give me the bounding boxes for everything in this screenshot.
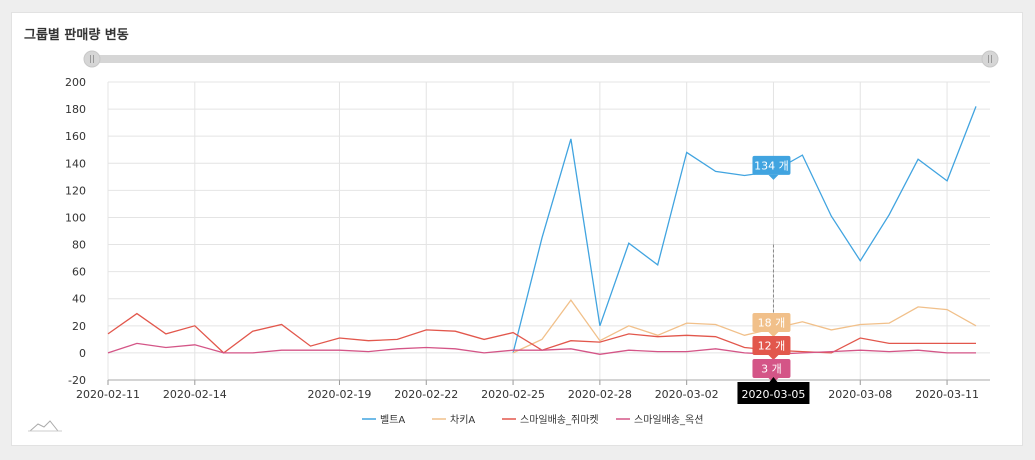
legend[interactable]: 벨트A 차키A 스마일배송_쥐마켓 스마일배송_옥션 xyxy=(362,414,703,426)
mini-chart-icon[interactable] xyxy=(28,420,62,432)
range-slider[interactable] xyxy=(83,50,999,68)
legend-item[interactable]: 벨트A xyxy=(362,414,405,426)
y-tick-label: 200 xyxy=(65,76,86,89)
y-tick-label: 60 xyxy=(72,266,86,279)
legend-label: 스마일배송_옥션 xyxy=(634,414,703,426)
hover-tooltip: 18 개 xyxy=(752,313,791,338)
x-tick-label: 2020-03-08 xyxy=(828,388,892,401)
hover-tooltip-label: 134 개 xyxy=(754,159,789,172)
y-tick-label: 140 xyxy=(65,157,86,170)
series-line xyxy=(512,106,977,354)
x-tick-label: 2020-02-11 xyxy=(76,388,140,401)
x-tick-label: 2020-03-11 xyxy=(915,388,979,401)
legend-item[interactable]: 차키A xyxy=(432,414,475,426)
panel-title: 그룹별 판매량 변동 xyxy=(24,28,129,43)
range-slider-handle-left[interactable] xyxy=(83,50,101,68)
legend-label: 스마일배송_쥐마켓 xyxy=(520,414,599,426)
y-tick-label: 20 xyxy=(72,320,86,333)
hover-tooltip: 12 개 xyxy=(752,336,791,361)
hover-tooltip-label: 3 개 xyxy=(761,363,782,376)
y-tick-label: 100 xyxy=(65,211,86,224)
hover-x-label: 2020-03-05 xyxy=(737,377,810,404)
y-tick-label: 180 xyxy=(65,103,86,116)
hover-tooltip-label: 12 개 xyxy=(758,340,786,353)
hover-tooltip: 3 개 xyxy=(752,359,791,384)
x-tick-label: 2020-02-25 xyxy=(481,388,545,401)
legend-item[interactable]: 스마일배송_옥션 xyxy=(616,414,703,426)
y-axis: -20 0 20 40 60 80 100 120 140 160 180 200 xyxy=(65,76,86,387)
series-line xyxy=(107,342,976,355)
y-tick-label: 160 xyxy=(65,130,86,143)
y-tick-label: 40 xyxy=(72,293,86,306)
hover-layer: 134 개 18 개 12 개 3 개 2020-03-05 xyxy=(737,155,810,404)
chart-grid xyxy=(107,81,990,381)
x-tick-label: 2020-02-19 xyxy=(307,388,371,401)
hover-tooltip-label: 18 개 xyxy=(758,317,786,330)
series-lines xyxy=(107,106,977,355)
legend-label: 벨트A xyxy=(380,414,405,426)
range-slider-handle-right[interactable] xyxy=(981,50,999,68)
y-tick-label: -20 xyxy=(68,374,86,387)
chart-card xyxy=(11,12,1023,446)
hover-tooltip: 134 개 xyxy=(752,155,791,180)
legend-label: 차키A xyxy=(450,414,475,426)
x-tick-label: 2020-02-22 xyxy=(394,388,458,401)
x-tick-label: 2020-02-14 xyxy=(163,388,227,401)
legend-item[interactable]: 스마일배송_쥐마켓 xyxy=(502,414,599,426)
y-tick-label: 80 xyxy=(72,239,86,252)
series-line xyxy=(512,298,977,354)
x-axis: 2020-02-11 2020-02-14 2020-02-19 2020-02-22… xyxy=(76,379,990,401)
range-slider-track[interactable] xyxy=(92,55,990,63)
series-line xyxy=(107,312,976,354)
y-tick-label: 120 xyxy=(65,184,86,197)
hover-x-label-text: 2020-03-05 xyxy=(741,388,805,401)
x-tick-label: 2020-03-02 xyxy=(655,388,719,401)
x-tick-label: 2020-02-28 xyxy=(568,388,632,401)
y-tick-label: 0 xyxy=(79,347,86,360)
